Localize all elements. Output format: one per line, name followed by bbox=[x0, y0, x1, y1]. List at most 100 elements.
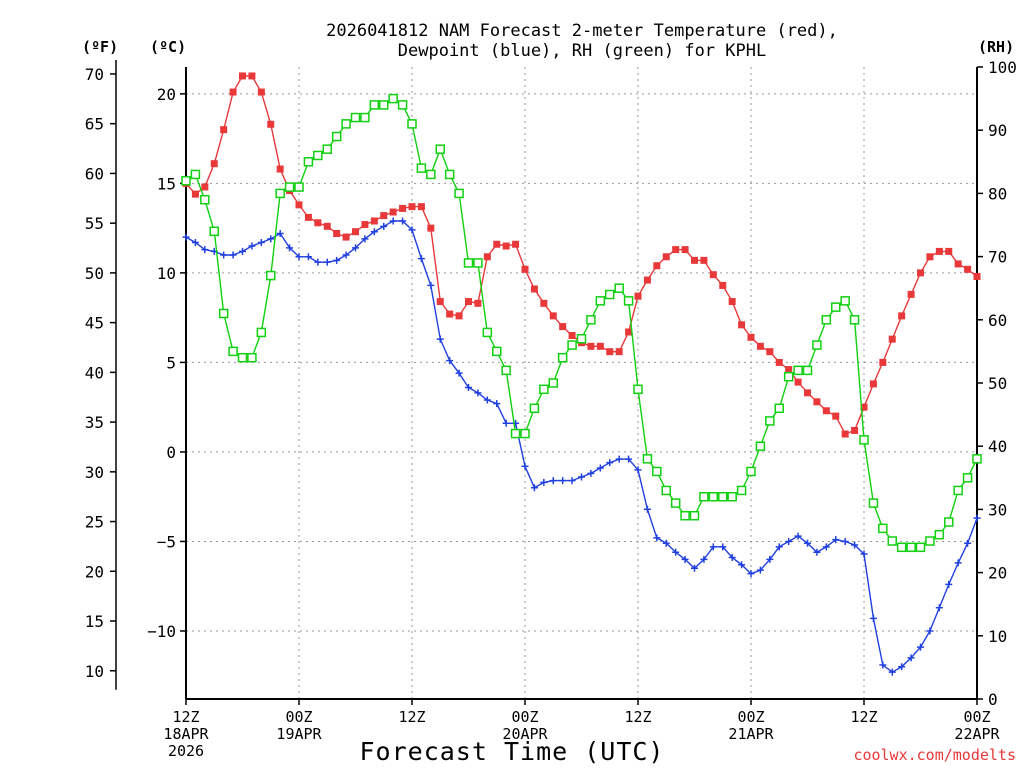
dewpoint-point bbox=[625, 455, 633, 463]
rh-point bbox=[605, 289, 615, 300]
dewpoint-point bbox=[926, 627, 934, 635]
dewpoint-point bbox=[239, 247, 246, 255]
fahrenheit-tick-label: 45 bbox=[85, 314, 104, 333]
rh-point bbox=[614, 283, 624, 293]
dewpoint-point bbox=[342, 251, 350, 259]
x-tick-label: 12Z bbox=[398, 708, 425, 726]
rh-point bbox=[774, 403, 784, 414]
celsius-tick-label: 15 bbox=[157, 174, 176, 193]
celsius-unit-label: (ºC) bbox=[150, 38, 186, 56]
temperature-point bbox=[417, 203, 425, 211]
rh-point bbox=[416, 163, 427, 173]
temperature-point bbox=[521, 265, 529, 273]
dewpoint-point bbox=[276, 230, 284, 238]
dewpoint-point bbox=[700, 555, 708, 563]
temperature-point bbox=[785, 366, 793, 374]
dewpoint-point bbox=[709, 543, 717, 551]
rh-point bbox=[793, 365, 803, 376]
temperature-point bbox=[276, 165, 284, 173]
dewpoint-point bbox=[257, 238, 265, 246]
rh-point bbox=[539, 384, 549, 395]
dewpoint-point bbox=[361, 235, 369, 243]
dewpoint-point bbox=[672, 548, 680, 556]
temperature-point bbox=[964, 265, 972, 273]
dewpoint-point bbox=[954, 559, 962, 567]
fahrenheit-tick-label: 55 bbox=[85, 214, 104, 233]
temperature-point bbox=[502, 242, 510, 250]
rh-point bbox=[482, 327, 493, 338]
dewpoint-point bbox=[399, 217, 407, 225]
dewpoint-point bbox=[728, 554, 736, 562]
temperature-point bbox=[559, 323, 567, 331]
temperature-point bbox=[380, 212, 388, 220]
rh-point bbox=[868, 498, 879, 508]
rh-point bbox=[849, 315, 860, 325]
temperature-point bbox=[295, 201, 303, 209]
rh-point bbox=[680, 510, 690, 521]
dewpoint-point bbox=[436, 335, 444, 343]
rh-point bbox=[190, 169, 201, 180]
rh-point bbox=[906, 542, 916, 553]
fahrenheit-tick-label: 30 bbox=[85, 463, 104, 482]
dewpoint-point bbox=[756, 566, 764, 574]
rh-point bbox=[708, 492, 719, 502]
dewpoint-point bbox=[945, 580, 953, 588]
dewpoint-point bbox=[935, 604, 943, 612]
dewpoint-point bbox=[408, 226, 416, 234]
temperature-line bbox=[185, 75, 978, 435]
fahrenheit-unit-label: (ºF) bbox=[82, 38, 118, 56]
dewpoint-point bbox=[549, 477, 557, 485]
fahrenheit-tick-label: 50 bbox=[85, 264, 104, 283]
rh-tick-label: 70 bbox=[988, 248, 1007, 267]
dewpoint-point bbox=[191, 238, 199, 246]
rh-point bbox=[783, 371, 794, 382]
dewpoint-point bbox=[286, 244, 294, 252]
rh-point bbox=[266, 270, 276, 281]
dewpoint-point bbox=[785, 537, 793, 545]
temperature-point bbox=[333, 230, 341, 238]
rh-point bbox=[341, 119, 351, 129]
temperature-point bbox=[766, 348, 774, 356]
rh-point bbox=[228, 346, 238, 357]
fahrenheit-tick-label: 40 bbox=[85, 363, 104, 382]
dewpoint-point bbox=[446, 357, 454, 365]
celsius-tick-label: 20 bbox=[157, 85, 176, 104]
dewpoint-point bbox=[314, 258, 322, 266]
data-series bbox=[181, 72, 982, 676]
dewpoint-point bbox=[917, 643, 924, 651]
rh-point bbox=[576, 334, 587, 344]
temperature-point bbox=[672, 246, 680, 254]
rh-point bbox=[595, 296, 606, 306]
rh-point bbox=[718, 492, 728, 502]
temperature-point bbox=[474, 299, 482, 307]
dewpoint-point bbox=[841, 537, 849, 545]
temperature-point bbox=[719, 281, 727, 289]
rh-point bbox=[360, 112, 370, 123]
dewpoint-point bbox=[907, 654, 915, 662]
temperature-point bbox=[210, 160, 218, 168]
chart-title-line-1: 2026041812 NAM Forecast 2-meter Temperat… bbox=[326, 21, 838, 41]
temperature-point bbox=[239, 72, 246, 80]
rh-point bbox=[802, 365, 813, 376]
dewpoint-point bbox=[483, 396, 491, 404]
rh-point bbox=[520, 428, 530, 439]
rh-point bbox=[661, 485, 671, 496]
rh-point bbox=[322, 144, 332, 154]
rh-point bbox=[303, 157, 314, 167]
temperature-point bbox=[869, 380, 877, 388]
temperature-point bbox=[879, 358, 887, 366]
temperature-point bbox=[446, 310, 454, 318]
dewpoint-point bbox=[738, 561, 746, 569]
rh-point bbox=[962, 473, 973, 483]
rh-point bbox=[642, 454, 653, 464]
dewpoint-point bbox=[540, 478, 548, 486]
dewpoint-point bbox=[380, 222, 388, 230]
temperature-point bbox=[248, 72, 256, 80]
rh-point bbox=[510, 428, 521, 439]
rh-point bbox=[237, 352, 248, 363]
dewpoint-point bbox=[229, 251, 237, 259]
dewpoint-point bbox=[370, 228, 378, 236]
rh-point bbox=[812, 340, 822, 350]
rh-point bbox=[878, 523, 888, 534]
